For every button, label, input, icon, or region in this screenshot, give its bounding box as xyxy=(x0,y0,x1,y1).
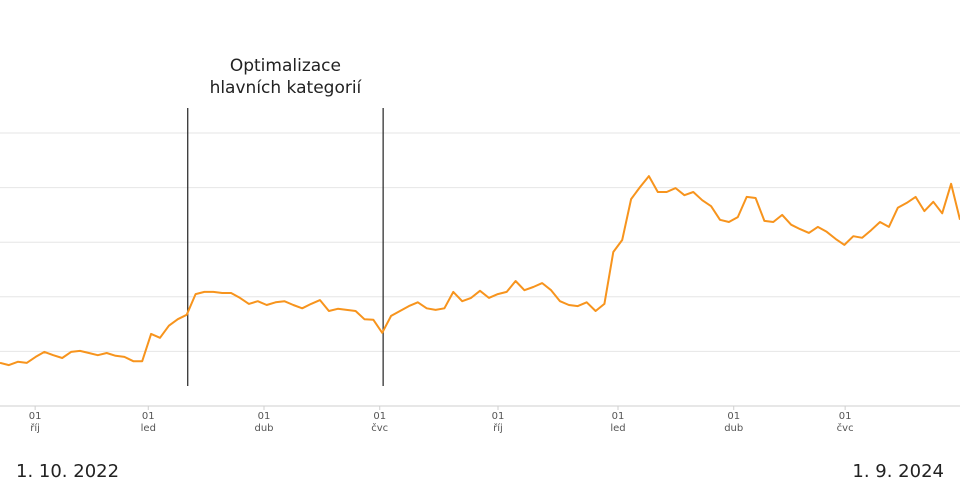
x-tick-label: 01 xyxy=(373,411,386,422)
annotation-text: hlavních kategorií xyxy=(210,78,363,98)
x-tick-month: říj xyxy=(30,422,40,434)
x-tick-label: 01 xyxy=(258,411,271,422)
end-date: 1. 9. 2024 xyxy=(852,461,944,482)
annotation-text: Optimalizace xyxy=(230,56,341,76)
x-tick-month: čvc xyxy=(837,422,854,434)
x-tick-label: 01 xyxy=(727,411,740,422)
x-tick-label: 01 xyxy=(492,411,505,422)
x-tick-month: dub xyxy=(724,423,743,434)
x-tick-label: 01 xyxy=(839,411,852,422)
line xyxy=(0,175,960,367)
x-tick-label: 01 xyxy=(142,411,155,422)
x-tick-month: dub xyxy=(254,423,273,434)
start-date: 1. 10. 2022 xyxy=(16,461,119,482)
x-tick-month: led xyxy=(141,423,156,434)
x-tick-month: čvc xyxy=(371,422,388,434)
x-tick-month: říj xyxy=(493,422,503,434)
x-tick-month: led xyxy=(610,423,625,434)
x-tick-label: 01 xyxy=(29,411,42,422)
x-tick-label: 01 xyxy=(612,411,625,422)
